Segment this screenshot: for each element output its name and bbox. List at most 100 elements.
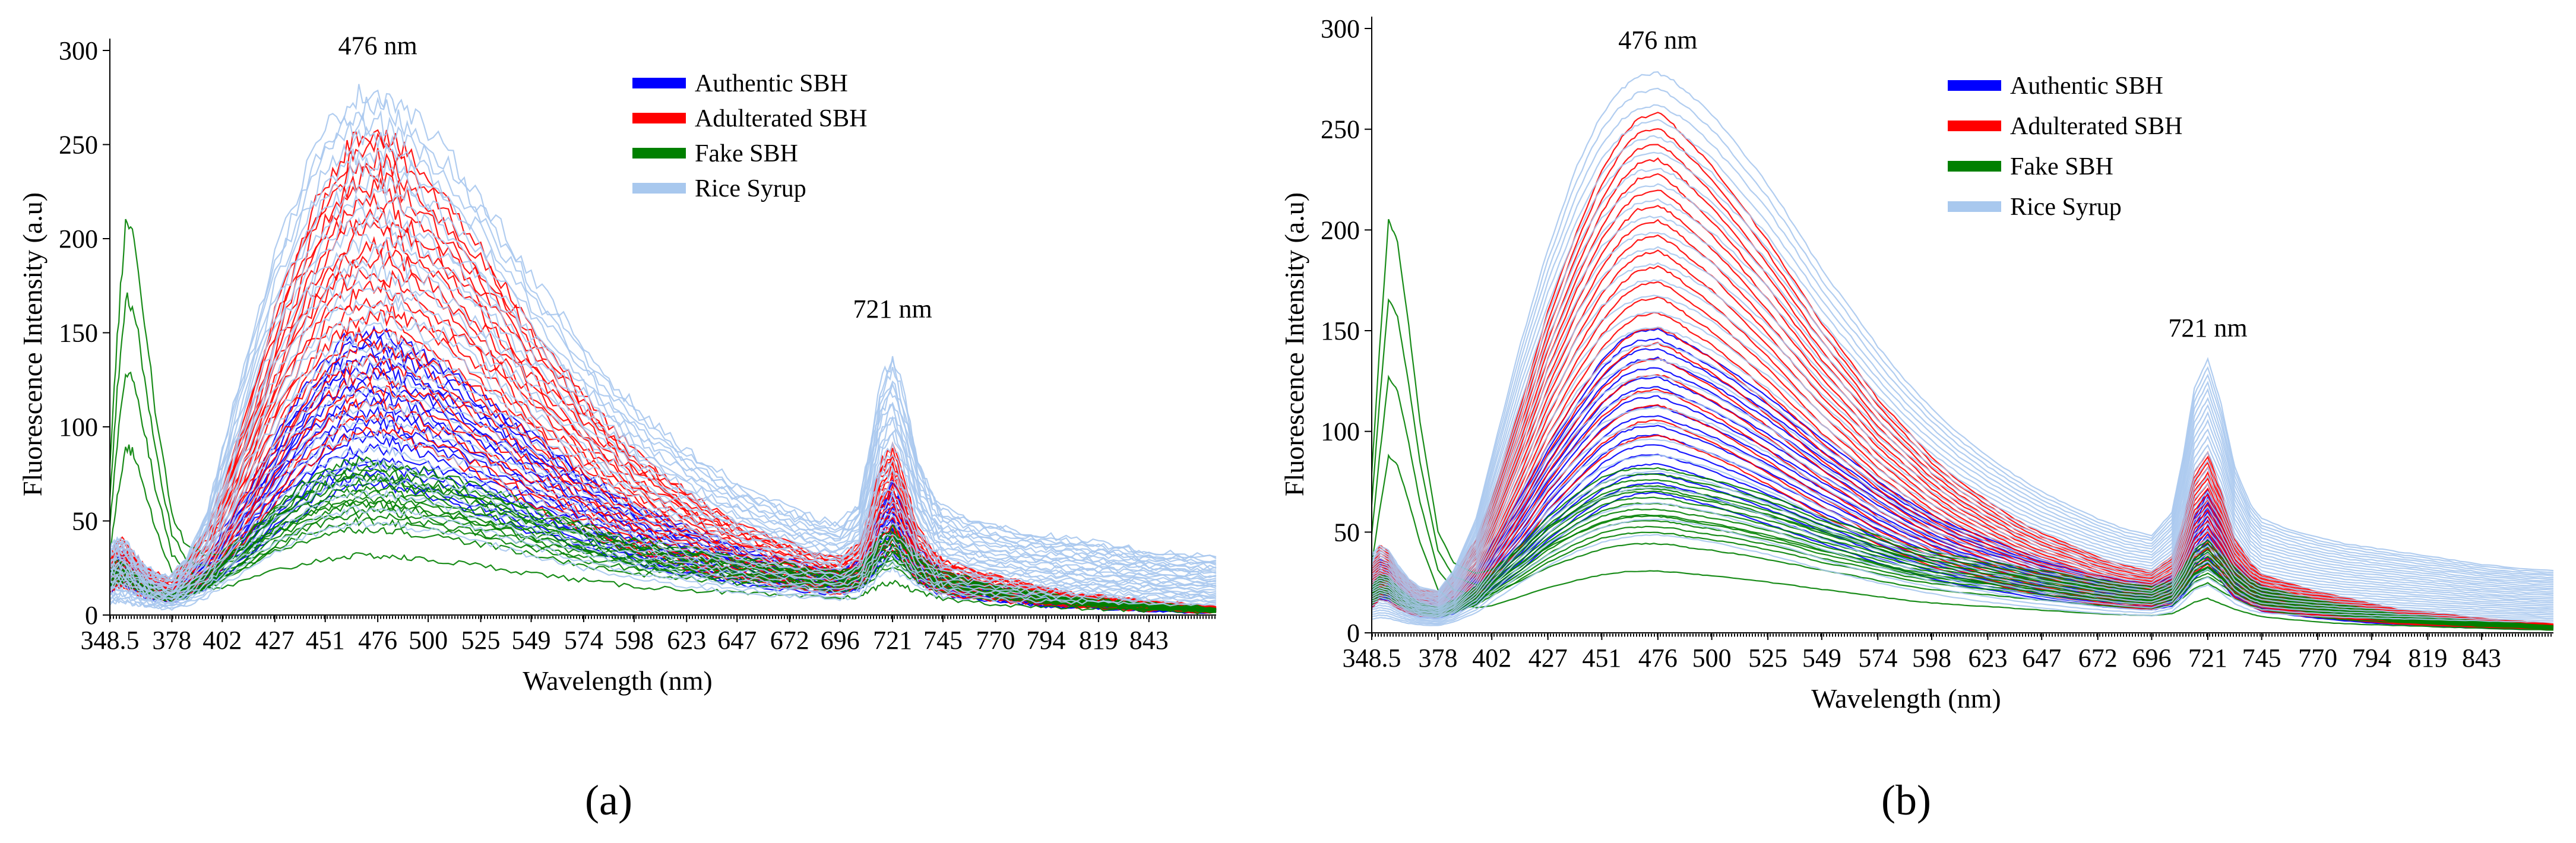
x-tick-label: 500: [409, 626, 448, 655]
spectrum-line-rice-syrup: [1371, 279, 2554, 608]
legend-label: Rice Syrup: [2010, 194, 2122, 221]
y-tick-label: 0: [1347, 619, 1360, 648]
panel-b-label: (b): [1881, 777, 1931, 824]
spectrum-line-rice-syrup: [109, 84, 1217, 579]
spectrum-line-rice-syrup: [109, 188, 1217, 587]
spectrum-line-rice-syrup: [1371, 534, 2553, 626]
x-tick-label: 794: [2352, 644, 2391, 673]
x-tick-label: 402: [1472, 644, 1511, 673]
x-tick-label: 843: [2462, 644, 2501, 673]
spectrum-line-rice-syrup: [1371, 167, 2554, 600]
x-tick-label: 770: [2298, 644, 2337, 673]
x-tick-label: 378: [1419, 644, 1458, 673]
panel-a-annotations: 476 nm 721 nm: [338, 31, 932, 324]
x-tick-label: 476: [1638, 644, 1678, 673]
spectrum-line-rice-syrup: [1371, 87, 2554, 594]
spectrum-line-rice-syrup: [1371, 198, 2554, 601]
spectrum-line-rice-syrup: [109, 443, 1217, 606]
x-tick-label: 402: [202, 626, 242, 655]
spectrum-line-authentic-sbh: [109, 405, 1217, 612]
legend-label: Authentic SBH: [2010, 72, 2163, 100]
x-tick-label: 721: [2188, 644, 2227, 673]
spectrum-line-adulterated-sbh: [1371, 404, 2554, 630]
spectrum-line-rice-syrup: [109, 429, 1217, 604]
x-tick-label: 672: [2078, 644, 2118, 673]
panel-a-chart: 0 50 100 150 200 250 300 348.5 378 402 427 451 476 50…: [17, 31, 1217, 824]
spectrum-line-rice-syrup: [109, 262, 1217, 592]
spectrum-line-fake-sbh: [1371, 454, 2553, 631]
legend-label: Adulterated SBH: [695, 105, 867, 132]
y-tick-label: 250: [59, 131, 98, 160]
panel-a-spectra: [109, 84, 1217, 615]
x-tick-label: 647: [717, 626, 757, 655]
x-tick-label: 451: [1582, 644, 1621, 673]
spectrum-line-rice-syrup: [109, 489, 1217, 609]
y-tick-label: 200: [1321, 215, 1360, 245]
x-tick-label: 672: [770, 626, 809, 655]
y-tick-label: 150: [1321, 316, 1360, 346]
x-tick-label: 348.5: [1343, 644, 1401, 673]
spectrum-line-rice-syrup: [1371, 71, 2554, 592]
spectrum-line-rice-syrup: [109, 354, 1217, 598]
spectrum-line-rice-syrup: [1371, 422, 2554, 619]
spectrum-line-rice-syrup: [1371, 135, 2554, 597]
spectrum-line-rice-syrup: [1371, 502, 2554, 625]
x-tick-label: 574: [564, 626, 603, 655]
y-tick-label: 200: [59, 224, 98, 253]
spectrum-line-rice-syrup: [109, 384, 1217, 600]
spectrum-line-rice-syrup: [109, 246, 1217, 592]
x-tick-label: 378: [152, 626, 191, 655]
panel-b-legend: Authentic SBH Adulterated SBH Fake SBH Rice…: [1948, 72, 2182, 221]
panel-b-annotations: 476 nm 721 nm: [1618, 26, 2247, 343]
spectrum-line-adulterated-sbh: [109, 129, 1217, 608]
spectrum-line-rice-syrup: [1371, 262, 2554, 607]
x-tick-label: 427: [1528, 644, 1568, 673]
panel-a-ticks: 0 50 100 150 200 250 300 348.5 378 402 427 451 476 50…: [59, 36, 1169, 655]
legend-label: Adulterated SBH: [2010, 113, 2182, 140]
x-tick-label: 598: [615, 626, 654, 655]
peak-annotation: 476 nm: [338, 31, 417, 60]
x-tick-label: 843: [1129, 626, 1169, 655]
panel-b-axes: [1371, 17, 2553, 637]
spectrum-line-rice-syrup: [109, 473, 1217, 607]
panel-a-y-axis-title: Fluorescence Intensity (a.u): [17, 192, 48, 496]
y-tick-label: 50: [1334, 518, 1360, 547]
x-tick-label: 770: [976, 626, 1015, 655]
spectrum-line-fake-sbh: [109, 292, 1217, 613]
spectrum-line-rice-syrup: [1371, 232, 2554, 604]
panel-b-x-axis-title: Wavelength (nm): [1811, 683, 2001, 714]
spectrum-line-rice-syrup: [109, 520, 1217, 611]
x-tick-label: 819: [2408, 644, 2447, 673]
spectrum-line-rice-syrup: [1371, 518, 2553, 625]
spectrum-line-rice-syrup: [109, 413, 1217, 603]
panel-a-legend: Authentic SBH Adulterated SBH Fake SBH Rice…: [632, 70, 867, 202]
spectrum-line-rice-syrup: [1371, 294, 2554, 609]
legend-label: Authentic SBH: [695, 70, 848, 97]
spectrum-line-rice-syrup: [1371, 311, 2554, 610]
spectrum-line-rice-syrup: [109, 322, 1217, 597]
spectrum-line-rice-syrup: [1371, 342, 2554, 612]
spectrum-line-rice-syrup: [109, 215, 1217, 587]
panel-b-spectra: [1371, 71, 2554, 631]
spectrum-line-rice-syrup: [1371, 151, 2554, 598]
y-tick-label: 100: [1321, 417, 1360, 446]
x-tick-label: 549: [511, 626, 550, 655]
x-tick-label: 819: [1079, 626, 1118, 655]
spectrum-line-rice-syrup: [109, 142, 1217, 582]
x-tick-label: 745: [2242, 644, 2281, 673]
panel-b-chart: 0 50 100 150 200 250 300 348.5 378 402 427 451 476 50…: [1279, 14, 2554, 824]
panel-a-label: (a): [585, 777, 632, 824]
y-tick-label: 250: [1321, 115, 1360, 144]
spectrum-line-rice-syrup: [1371, 104, 2554, 595]
spectrum-line-rice-syrup: [1371, 391, 2554, 616]
y-tick-label: 300: [59, 36, 98, 65]
spectrum-line-rice-syrup: [109, 280, 1217, 593]
x-tick-label: 745: [923, 626, 963, 655]
spectrum-line-rice-syrup: [109, 457, 1217, 607]
spectrum-line-rice-syrup: [109, 367, 1217, 599]
x-tick-label: 794: [1026, 626, 1065, 655]
spectrum-line-rice-syrup: [1371, 405, 2554, 617]
panel-b-y-axis-title: Fluorescence Intensity (a.u): [1279, 192, 1309, 496]
spectrum-line-rice-syrup: [1371, 438, 2554, 620]
